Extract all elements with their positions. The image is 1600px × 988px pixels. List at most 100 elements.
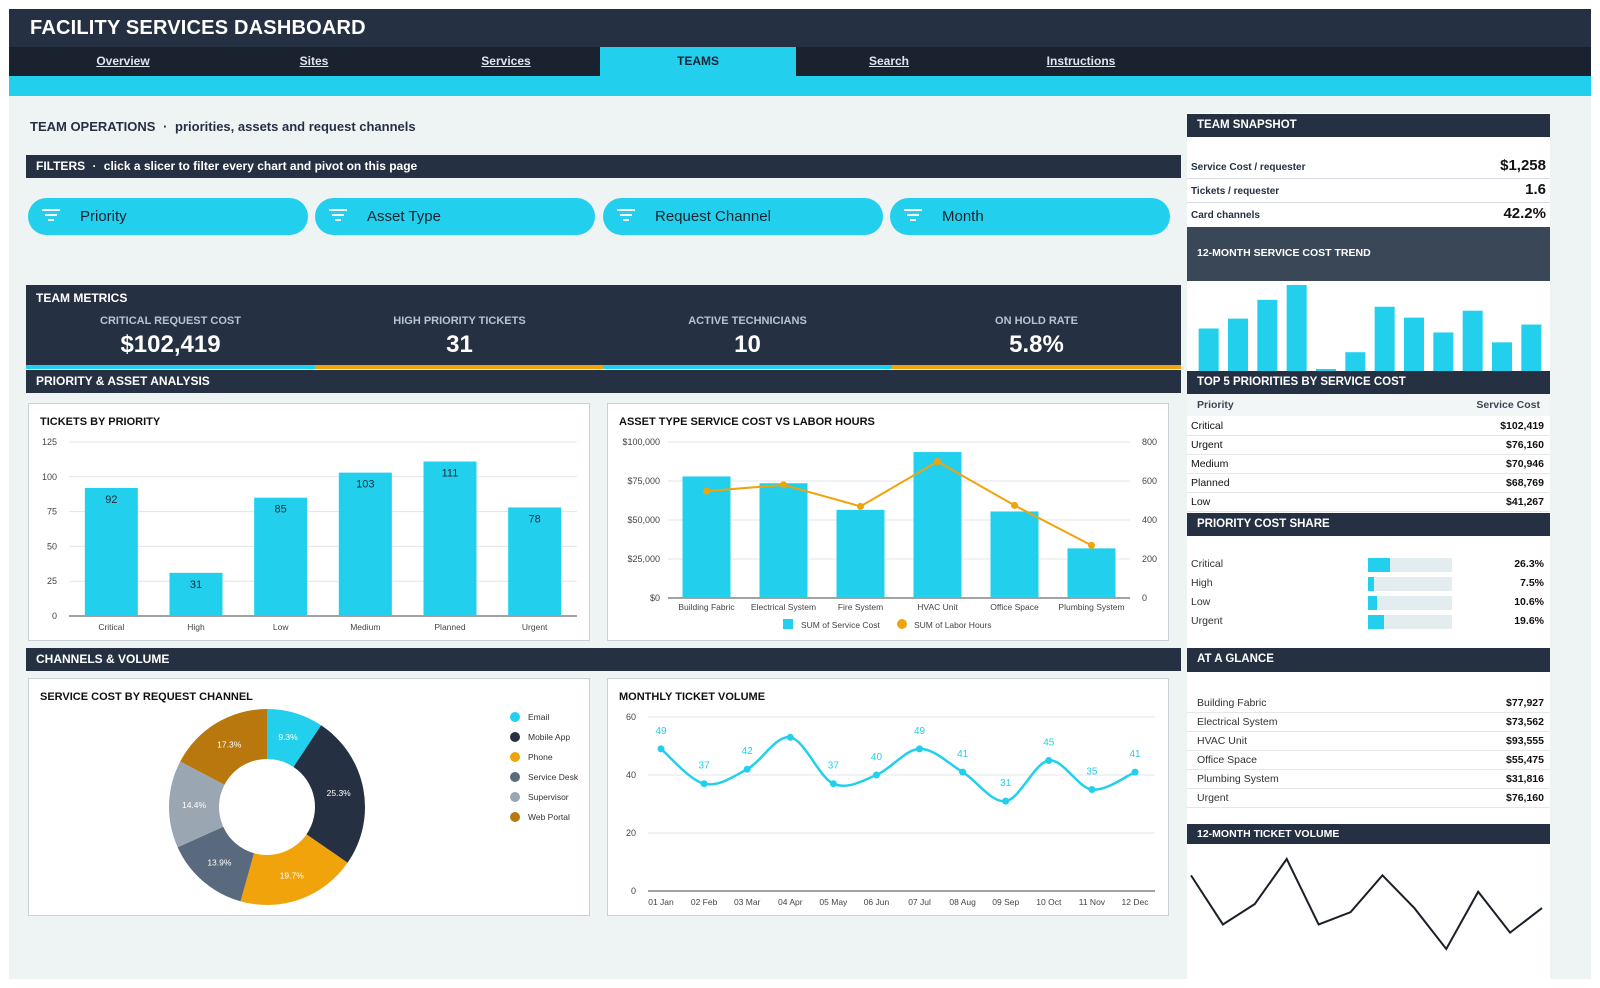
labor-hours-point bbox=[1088, 541, 1095, 549]
metric-critical-request-cost: CRITICAL REQUEST COST $102,419 bbox=[26, 285, 315, 369]
share-bar-track bbox=[1368, 558, 1452, 572]
tab-instructions[interactable]: Instructions bbox=[1046, 54, 1116, 68]
y-tick-label: $0 bbox=[650, 593, 660, 603]
glance-value: $93,555 bbox=[1506, 735, 1544, 747]
share-label: Urgent bbox=[1191, 615, 1223, 627]
share-title: PRIORITY COST SHARE bbox=[1187, 513, 1550, 536]
y-tick-label: 40 bbox=[626, 770, 636, 780]
share-row: High 7.5% bbox=[1187, 574, 1550, 593]
slice-value-label: 17.3% bbox=[217, 740, 242, 750]
title-bar: FACILITY SERVICES DASHBOARD bbox=[9, 9, 1591, 47]
y2-tick-label: 600 bbox=[1142, 476, 1157, 486]
x-tick-label: 04 Apr bbox=[778, 897, 803, 907]
data-point bbox=[916, 745, 924, 753]
spark-bar bbox=[1374, 306, 1395, 371]
data-point bbox=[657, 745, 665, 753]
snapshot-row: Service Cost / requester $1,258 bbox=[1187, 155, 1550, 179]
x-tick-label: High bbox=[187, 622, 205, 632]
ticket-trend-sparkline bbox=[1190, 857, 1543, 951]
point-value-label: 37 bbox=[699, 761, 711, 772]
share-row: Low 10.6% bbox=[1187, 593, 1550, 612]
glance-value: $76,160 bbox=[1506, 792, 1544, 804]
slicer-priority[interactable]: Priority bbox=[28, 198, 308, 235]
y-tick-label: 50 bbox=[47, 541, 57, 551]
labor-hours-point bbox=[934, 458, 941, 465]
donut-slice bbox=[293, 725, 365, 863]
y-tick-label: 20 bbox=[626, 828, 636, 838]
point-value-label: 41 bbox=[957, 749, 969, 760]
top5-value: $70,946 bbox=[1506, 458, 1544, 470]
x-tick-label: Medium bbox=[350, 622, 380, 632]
snapshot-label: Card channels bbox=[1191, 210, 1260, 221]
point-value-label: 45 bbox=[1043, 738, 1055, 749]
ticket-volume-line bbox=[660, 736, 1136, 803]
x-tick-label: Building Fabric bbox=[678, 602, 735, 612]
slicer-request-channel[interactable]: Request Channel bbox=[603, 198, 883, 235]
top5-col-priority: Priority bbox=[1197, 399, 1234, 411]
tab-teams[interactable]: TEAMS bbox=[600, 47, 796, 76]
glance-row: Plumbing System $31,816 bbox=[1187, 770, 1550, 789]
legend-swatch-service-cost bbox=[783, 619, 793, 629]
filters-title: FILTERS bbox=[36, 159, 86, 173]
x-tick-label: Low bbox=[273, 622, 289, 632]
legend-label: Email bbox=[528, 712, 549, 722]
y-tick-label: $75,000 bbox=[627, 476, 660, 486]
y-tick-label: 125 bbox=[42, 437, 57, 447]
data-point bbox=[1045, 757, 1053, 764]
x-tick-label: 07 Jul bbox=[908, 897, 931, 907]
tab-search[interactable]: Search bbox=[868, 54, 910, 68]
point-value-label: 49 bbox=[655, 726, 667, 737]
x-tick-label: 01 Jan bbox=[648, 897, 674, 907]
share-bar-track bbox=[1368, 577, 1452, 591]
metric-value: $102,419 bbox=[120, 331, 221, 358]
spark-bar bbox=[1286, 285, 1307, 371]
bar bbox=[508, 507, 562, 616]
snapshot-label: Service Cost / requester bbox=[1191, 162, 1306, 173]
top5-header: Priority Service Cost bbox=[1187, 394, 1550, 416]
tab-overview[interactable]: Overview bbox=[96, 54, 150, 68]
point-value-label: 41 bbox=[1129, 749, 1141, 760]
bar-value-label: 31 bbox=[190, 579, 202, 591]
y2-tick-label: 400 bbox=[1142, 515, 1157, 525]
metric-active-technicians: ACTIVE TECHNICIANS 10 bbox=[603, 285, 892, 369]
top5-label: Urgent bbox=[1191, 439, 1223, 451]
side-column: TEAM SNAPSHOT Service Cost / requester $… bbox=[1187, 113, 1550, 979]
bar bbox=[759, 483, 808, 598]
share-row: Critical 26.3% bbox=[1187, 555, 1550, 574]
donut-slice bbox=[180, 709, 267, 785]
share-bar-fill bbox=[1368, 558, 1391, 572]
team-metrics-panel: TEAM METRICS CRITICAL REQUEST COST $102,… bbox=[26, 285, 1181, 369]
ticket-trend-title: 12-MONTH TICKET VOLUME bbox=[1187, 824, 1550, 844]
y-tick-label: 0 bbox=[631, 886, 636, 896]
page-title: TEAM OPERATIONS bbox=[30, 119, 156, 134]
metric-underline bbox=[26, 365, 315, 369]
tab-services[interactable]: Services bbox=[481, 54, 531, 68]
legend-label: Phone bbox=[528, 752, 553, 762]
data-point bbox=[1088, 786, 1096, 793]
x-tick-label: Office Space bbox=[990, 602, 1039, 612]
slice-value-label: 25.3% bbox=[327, 788, 352, 798]
y-tick-label: 75 bbox=[47, 507, 57, 517]
spark-bar bbox=[1433, 332, 1454, 371]
labor-hours-point bbox=[780, 481, 787, 489]
data-point bbox=[743, 765, 751, 773]
glance-label: Office Space bbox=[1197, 754, 1257, 766]
data-point bbox=[959, 768, 967, 776]
x-tick-label: Urgent bbox=[522, 622, 548, 632]
filter-icon bbox=[42, 209, 60, 221]
cost-by-channel-panel: SERVICE COST BY REQUEST CHANNEL 9.3% 25.3… bbox=[28, 678, 590, 916]
data-point bbox=[829, 780, 837, 788]
slicer-label: Priority bbox=[80, 208, 127, 225]
filter-icon bbox=[904, 209, 922, 221]
x-tick-label: Electrical System bbox=[751, 602, 816, 612]
top5-label: Critical bbox=[1191, 420, 1224, 432]
tab-sites[interactable]: Sites bbox=[299, 54, 329, 68]
legend-label: SUM of Labor Hours bbox=[914, 620, 991, 630]
x-tick-label: Critical bbox=[98, 622, 124, 632]
slicer-month[interactable]: Month bbox=[890, 198, 1170, 235]
bar-value-label: 92 bbox=[105, 494, 117, 506]
legend-swatch bbox=[510, 752, 520, 762]
spark-bar bbox=[1345, 352, 1366, 371]
metrics-title: TEAM METRICS bbox=[36, 291, 128, 305]
slicer-asset-type[interactable]: Asset Type bbox=[315, 198, 595, 235]
